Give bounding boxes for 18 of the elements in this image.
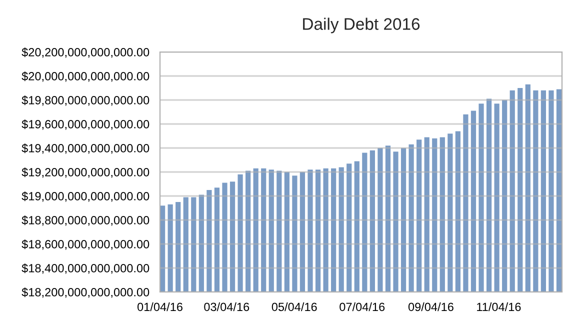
x-tick-label: 11/04/16: [477, 302, 521, 312]
y-tick-label: $19,000,000,000,000.00: [22, 192, 150, 202]
y-tick-label: $18,400,000,000,000.00: [22, 264, 150, 274]
y-tick-label: $18,600,000,000,000.00: [22, 240, 150, 250]
x-tick-label: 07/04/16: [340, 302, 385, 312]
y-tick-label: $19,600,000,000,000.00: [22, 120, 150, 130]
chart-title: Daily Debt 2016: [303, 18, 420, 34]
x-tick-label: 09/04/16: [408, 302, 454, 312]
y-tick-label: $19,800,000,000,000.00: [22, 96, 150, 106]
y-tick-label: $19,200,000,000,000.00: [22, 168, 150, 178]
x-tick-label: 05/04/16: [272, 302, 317, 312]
y-tick-label: $18,200,000,000,000.00: [22, 288, 150, 298]
x-tick-label: 01/04/16: [137, 302, 182, 312]
y-tick-label: $18,800,000,000,000.00: [22, 216, 150, 226]
x-tick-label: 03/04/16: [204, 302, 250, 312]
y-tick-label: $20,200,000,000,000.00: [22, 48, 150, 58]
y-tick-label: $20,000,000,000,000.00: [22, 72, 150, 82]
y-tick-label: $19,400,000,000,000.00: [22, 144, 150, 154]
